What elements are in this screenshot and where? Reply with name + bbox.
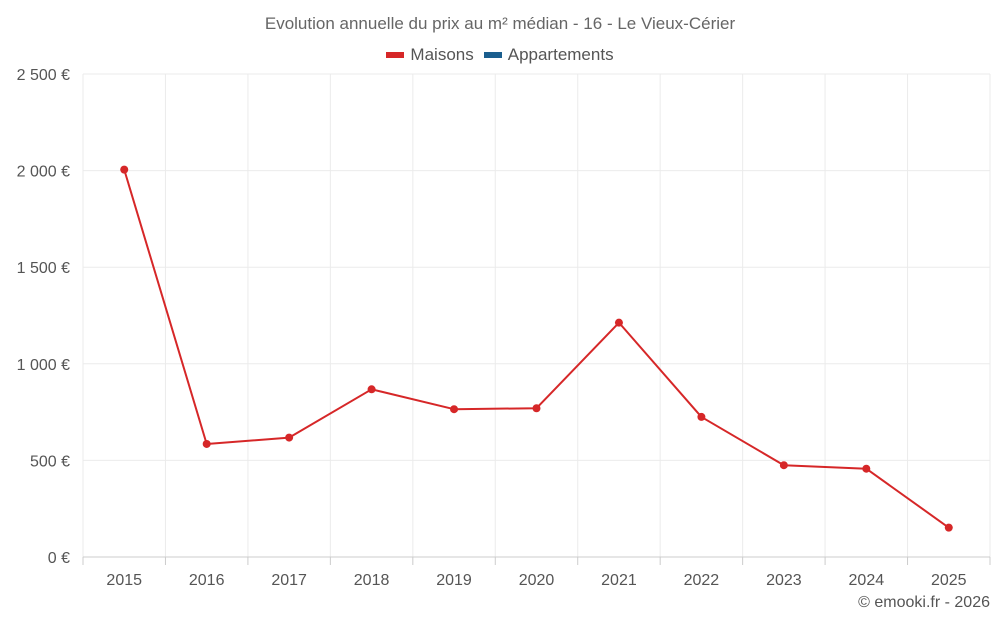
data-point [285, 433, 294, 442]
data-point [532, 404, 541, 413]
x-tick-label: 2016 [189, 572, 225, 589]
legend-label-appartements: Appartements [507, 45, 614, 64]
x-tick-label: 2023 [766, 572, 802, 589]
y-tick-label: 1 500 € [17, 260, 70, 277]
x-tick-label: 2019 [436, 572, 472, 589]
x-tick-label: 2017 [271, 572, 307, 589]
legend-swatch-appartements [483, 52, 502, 58]
data-point [120, 165, 129, 174]
y-tick-label: 0 € [48, 550, 70, 567]
x-tick-label: 2021 [601, 572, 637, 589]
x-tick-label: 2020 [519, 572, 555, 589]
data-point [944, 523, 953, 532]
x-tick-label: 2025 [931, 572, 967, 589]
legend: Maisons Appartements [0, 45, 1000, 65]
y-tick-label: 2 500 € [17, 67, 70, 84]
legend-item-appartements[interactable]: Appartements [483, 45, 614, 65]
x-tick-label: 2018 [354, 572, 390, 589]
data-point [450, 405, 459, 414]
y-tick-label: 2 000 € [17, 164, 70, 181]
data-point [367, 385, 376, 394]
credit-text: © emooki.fr - 2026 [858, 594, 990, 611]
y-tick-label: 500 € [30, 453, 70, 470]
x-tick-label: 2022 [684, 572, 720, 589]
data-point [697, 412, 706, 421]
data-point [202, 439, 211, 448]
data-point [779, 461, 788, 470]
legend-item-maisons[interactable]: Maisons [386, 45, 474, 65]
y-tick-label: 1 000 € [17, 357, 70, 374]
x-tick-label: 2015 [106, 572, 142, 589]
x-tick-label: 2024 [849, 572, 885, 589]
legend-swatch-maisons [386, 52, 405, 58]
data-point [862, 464, 871, 473]
chart-title: Evolution annuelle du prix au m² médian … [264, 14, 736, 33]
legend-label-maisons: Maisons [410, 45, 474, 64]
data-point [614, 318, 623, 327]
